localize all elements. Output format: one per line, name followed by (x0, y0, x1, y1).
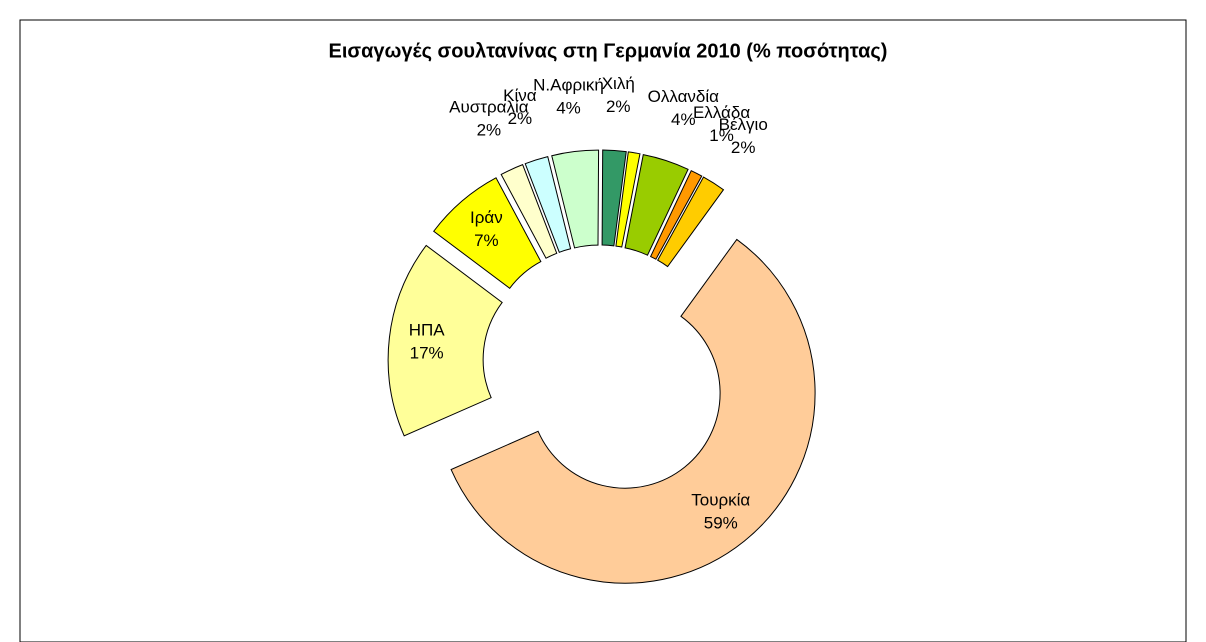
slice-value-label: 2% (731, 138, 756, 157)
slice-value-label: 1% (709, 126, 734, 145)
slice-label: Αυστραλία (449, 98, 529, 117)
chart-title: Εισαγωγές σουλτανίνας στη Γερμανία 2010 … (329, 40, 888, 62)
donut-slice (624, 154, 689, 256)
slice-label: Χιλή (602, 74, 635, 93)
slice-value-label: 7% (474, 231, 499, 250)
donut-slice (601, 149, 627, 247)
slice-label: Ελλάδα (693, 103, 750, 122)
donut-slice (387, 244, 503, 437)
slice-label: Ολλανδία (648, 87, 720, 106)
slice-value-label: 4% (556, 98, 581, 117)
donut-slice (433, 177, 542, 289)
donut-slice (551, 149, 600, 249)
donut-slice (450, 238, 816, 584)
slice-label: Τουρκία (691, 490, 750, 509)
slice-value-label: 17% (410, 343, 444, 362)
slice-value-label: 2% (477, 121, 502, 140)
slice-value-label: 4% (671, 110, 696, 129)
donut-slice (649, 169, 703, 260)
slice-label: Ιράν (470, 208, 503, 227)
donut-slice (524, 155, 572, 253)
slice-label: Βέλγιο (719, 115, 768, 134)
slice-label: Κίνα (503, 86, 537, 105)
slice-label: ΗΠΑ (409, 320, 446, 339)
donut-slice (615, 151, 641, 248)
slice-value-label: 59% (704, 513, 738, 532)
slice-value-label: 2% (606, 97, 631, 116)
slice-value-label: 2% (508, 109, 533, 128)
slice-label: Ν.Αφρική (533, 75, 604, 94)
donut-slice (656, 176, 725, 268)
donut-slice (500, 164, 558, 259)
